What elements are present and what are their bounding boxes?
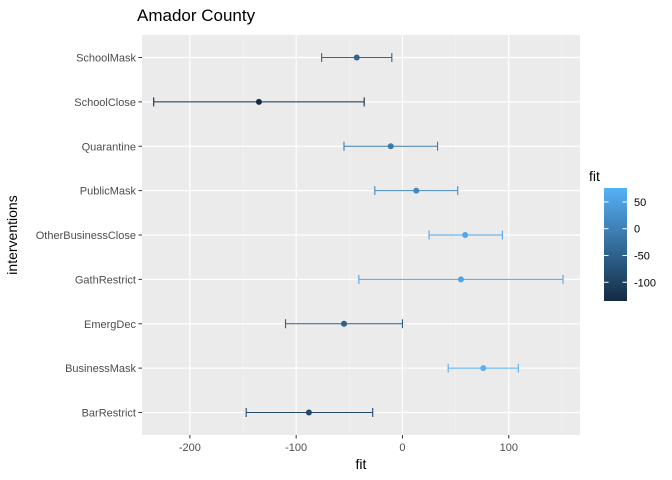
legend-tick-label: -50 bbox=[634, 250, 650, 262]
legend-title: fit bbox=[589, 168, 600, 184]
legend-ticks: 50 0 -50 -100 bbox=[604, 197, 656, 289]
y-axis-title: interventions bbox=[4, 195, 20, 274]
y-tick-label: Quarantine bbox=[82, 141, 136, 153]
legend-tick-label: 0 bbox=[634, 224, 640, 236]
legend-tick-label: -100 bbox=[634, 277, 656, 289]
legend-colorbar bbox=[604, 188, 627, 301]
y-tick-label: BarRestrict bbox=[82, 408, 136, 420]
data-point bbox=[457, 276, 464, 283]
y-tick-label: OtherBusinessClose bbox=[36, 230, 136, 242]
y-tick-label: SchoolMask bbox=[76, 53, 136, 65]
data-point bbox=[480, 365, 487, 372]
data-point bbox=[353, 54, 360, 61]
y-tick-label: PublicMask bbox=[80, 186, 137, 198]
x-tick-label: -200 bbox=[179, 442, 201, 454]
data-point bbox=[387, 143, 394, 150]
data-point bbox=[413, 187, 420, 194]
y-tick-label: BusinessMask bbox=[65, 363, 136, 375]
y-tick-label: SchoolClose bbox=[74, 97, 136, 109]
data-point bbox=[255, 98, 262, 105]
x-tick-label: 0 bbox=[399, 442, 405, 454]
x-tick-label: 100 bbox=[500, 442, 518, 454]
y-tick-label: GathRestrict bbox=[75, 274, 136, 286]
data-point bbox=[462, 232, 469, 238]
y-tick-label: EmergDec bbox=[84, 319, 136, 331]
data-point bbox=[305, 409, 312, 416]
y-axis: SchoolMask SchoolClose Quarantine PublicMas… bbox=[36, 53, 142, 420]
x-axis-title: fit bbox=[356, 456, 367, 472]
x-axis: -200 -100 0 100 bbox=[179, 435, 518, 454]
x-tick-label: -100 bbox=[285, 442, 307, 454]
chart-title: Amador County bbox=[137, 6, 256, 25]
color-legend: fit 50 0 -50 -100 bbox=[589, 168, 656, 301]
legend-tick-label: 50 bbox=[634, 197, 646, 209]
data-point bbox=[340, 320, 347, 327]
chart-marks bbox=[153, 53, 564, 417]
